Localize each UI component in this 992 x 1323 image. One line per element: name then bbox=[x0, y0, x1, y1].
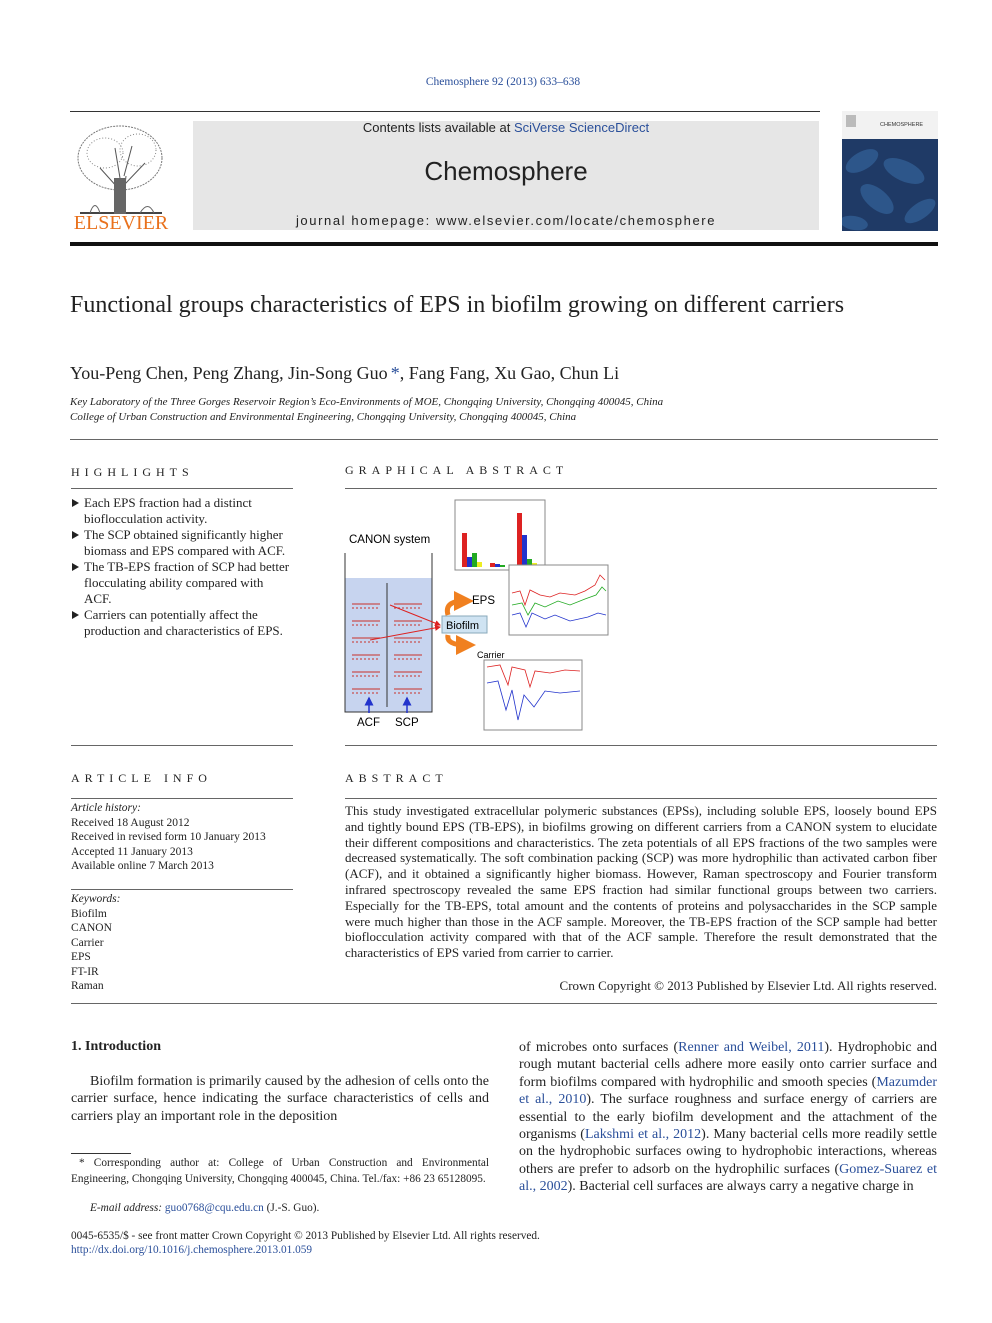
section-heading: 1. Introduction bbox=[71, 1039, 161, 1054]
abstract-text: This study investigated extracellular po… bbox=[345, 803, 937, 961]
email-suffix: (J.-S. Guo). bbox=[263, 1202, 320, 1214]
keyword: Carrier bbox=[71, 936, 104, 949]
top-rule bbox=[70, 111, 820, 112]
history-item: Received 18 August 2012 bbox=[71, 817, 190, 829]
footnote: * Corresponding author at: College of Ur… bbox=[71, 1157, 489, 1185]
citation-link[interactable]: Lakshmi et al., 2012 bbox=[584, 1127, 702, 1143]
email-label: E-mail address: bbox=[90, 1202, 165, 1214]
history-item: Accepted 11 January 2013 bbox=[71, 845, 193, 858]
abstract-copyright: Crown Copyright © 2013 Published by Else… bbox=[559, 978, 937, 993]
homepage-url[interactable]: www.elsevier.com/locate/chemosphere bbox=[436, 213, 717, 228]
section-rule bbox=[71, 798, 293, 799]
intro-text: ). Hydrophobic and rough mutant bacteria… bbox=[519, 1040, 937, 1090]
graphical-abstract: CANON system EPS Biofilm Carrier ACF SCP bbox=[344, 499, 609, 731]
ga-label: CANON system bbox=[349, 534, 430, 546]
intro-text: ). Bacterial cell surfaces are always ca… bbox=[567, 1179, 914, 1195]
journal-banner bbox=[193, 121, 819, 230]
ga-label: EPS bbox=[472, 595, 495, 607]
section-rule bbox=[345, 488, 937, 489]
affiliations: Key Laboratory of the Three Gorges Reser… bbox=[70, 395, 663, 425]
sciencedirect-link[interactable]: SciVerse ScienceDirect bbox=[513, 120, 650, 135]
history-item: Received in revised form 10 January 2013 bbox=[71, 831, 266, 844]
journal-name: Chemosphere bbox=[424, 156, 588, 186]
keyword: Raman bbox=[71, 980, 104, 993]
ga-label: Biofilm bbox=[446, 620, 479, 632]
intro-paragraph: of microbes onto surfaces (Renner and We… bbox=[519, 1039, 937, 1196]
keywords-label: Keywords: bbox=[71, 893, 121, 905]
journal-cover: CHEMOSPHERE bbox=[842, 111, 938, 231]
footnote-email: E-mail address: guo0768@cqu.edu.cn (J.-S… bbox=[90, 1202, 319, 1214]
corresponding-mark[interactable]: * bbox=[390, 363, 400, 383]
citation-link[interactable]: Mazumder et al., 2010 bbox=[519, 1074, 937, 1108]
history-list: Received 18 August 2012 Received in revis… bbox=[71, 816, 293, 874]
section-rule bbox=[70, 439, 938, 440]
intro-paragraph: Biofilm formation is primarily caused by… bbox=[71, 1074, 489, 1124]
intro-text: ). Many bacterial cells more readily set… bbox=[519, 1127, 937, 1177]
homepage-label: journal homepage: bbox=[295, 213, 437, 228]
section-rule bbox=[345, 745, 937, 746]
intro-text: ). The surface roughness and surface ene… bbox=[519, 1092, 937, 1143]
graphical-abstract-heading: GRAPHICAL ABSTRACT bbox=[345, 463, 569, 477]
highlights-heading: HIGHLIGHTS bbox=[71, 465, 194, 479]
cover-title: CHEMOSPHERE bbox=[880, 122, 923, 128]
ga-label: ACF bbox=[357, 717, 380, 729]
publisher-logo: ELSEVIER bbox=[74, 125, 169, 234]
contents-line: Contents lists available at SciVerse Sci… bbox=[193, 120, 819, 135]
section-rule bbox=[71, 1003, 937, 1004]
footer-doi: http://dx.doi.org/10.1016/j.chemosphere.… bbox=[71, 1244, 312, 1256]
keywords-list: Biofilm CANON Carrier EPS FT-IR Raman bbox=[71, 907, 293, 993]
footer-issn: 0045-6535/$ - see front matter Crown Cop… bbox=[71, 1230, 540, 1242]
keyword: EPS bbox=[71, 951, 91, 964]
highlight-item: Carriers can potentially affect the prod… bbox=[71, 607, 293, 639]
intro-text: of microbes onto surfaces ( bbox=[519, 1040, 679, 1055]
affiliation: College of Urban Construction and Enviro… bbox=[70, 411, 577, 423]
citation-link[interactable]: Renner and Weibel, 2011 bbox=[678, 1040, 825, 1055]
section-rule bbox=[71, 889, 293, 890]
keyword: CANON bbox=[71, 922, 112, 935]
authors: You-Peng Chen, Peng Zhang, Jin-Song Guo *… bbox=[70, 363, 619, 384]
footnote-rule bbox=[71, 1153, 131, 1154]
highlight-item: The TB-EPS fraction of SCP had better fl… bbox=[71, 559, 293, 607]
article-title: Functional groups characteristics of EPS… bbox=[70, 292, 845, 318]
abstract-heading: ABSTRACT bbox=[345, 771, 448, 785]
header-rule bbox=[70, 242, 938, 246]
contents-text: Contents lists available at bbox=[362, 120, 514, 135]
homepage-line: journal homepage: www.elsevier.com/locat… bbox=[193, 213, 819, 228]
affiliation: Key Laboratory of the Three Gorges Reser… bbox=[70, 396, 664, 408]
section-rule bbox=[71, 488, 293, 489]
history-label: Article history: bbox=[71, 802, 141, 814]
history-item: Available online 7 March 2013 bbox=[71, 860, 214, 873]
journal-ref[interactable]: Chemosphere 92 (2013) 633–638 bbox=[425, 76, 581, 88]
section-rule bbox=[71, 745, 293, 746]
ga-label: Carrier bbox=[477, 650, 505, 660]
ga-label: SCP bbox=[395, 717, 419, 729]
logo-text: ELSEVIER bbox=[74, 212, 169, 234]
citation-link[interactable]: Gomez-Suarez et al., 2002 bbox=[519, 1161, 937, 1195]
keyword: FT-IR bbox=[71, 965, 99, 978]
highlight-item: The SCP obtained significantly higher bi… bbox=[71, 527, 293, 559]
highlight-item: Each EPS fraction had a distinct biofloc… bbox=[71, 495, 293, 527]
keyword: Biofilm bbox=[71, 908, 107, 920]
email-link[interactable]: guo0768@cqu.edu.cn bbox=[164, 1202, 264, 1214]
author-names: , Fang Fang, Xu Gao, Chun Li bbox=[399, 363, 620, 383]
section-rule bbox=[345, 798, 937, 799]
doi-link[interactable]: http://dx.doi.org/10.1016/j.chemosphere.… bbox=[71, 1244, 313, 1256]
author-names: You-Peng Chen, Peng Zhang, Jin-Song Guo bbox=[70, 363, 388, 383]
highlights-list: Each EPS fraction had a distinct biofloc… bbox=[71, 495, 293, 639]
article-info-heading: ARTICLE INFO bbox=[71, 771, 212, 785]
